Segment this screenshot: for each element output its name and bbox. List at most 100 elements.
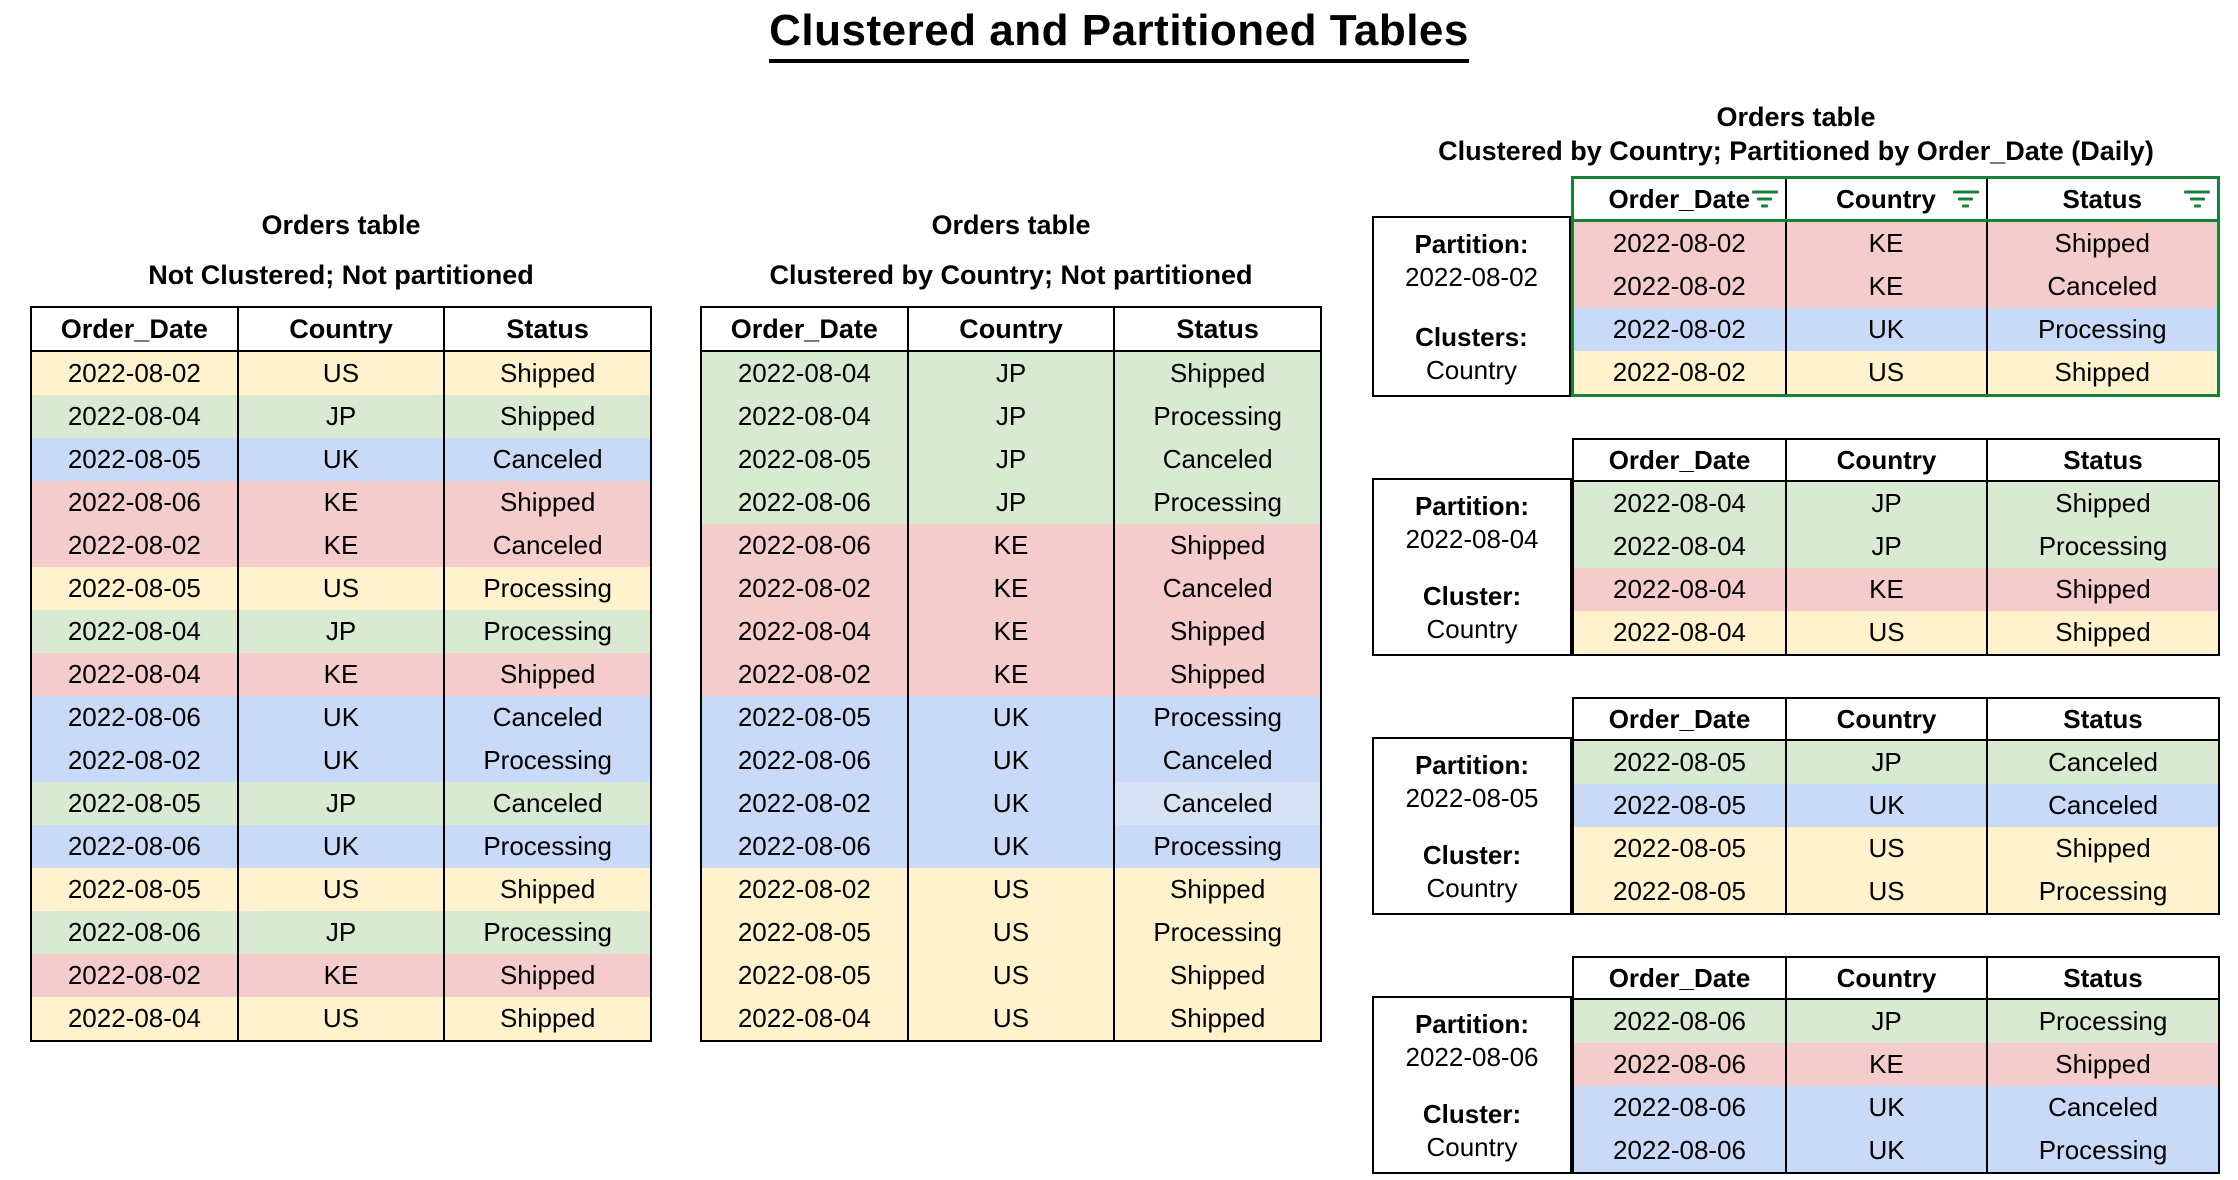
column-header-country: Country	[1784, 176, 1988, 222]
cell: UK	[906, 825, 1116, 868]
cluster-label-group: Cluster: Country	[1374, 1098, 1570, 1164]
cell: US	[906, 911, 1116, 954]
table-row: 2022-08-04 JP Processing	[30, 610, 652, 653]
cell: 2022-08-05	[700, 954, 909, 997]
cell: US	[1784, 351, 1988, 396]
column-header-country: Country	[1785, 697, 1988, 741]
cell: Processing	[443, 610, 652, 653]
cell: 2022-08-02	[30, 739, 239, 782]
cell: JP	[236, 610, 446, 653]
table-title: Orders table	[261, 210, 421, 240]
cell: KE	[1784, 265, 1988, 308]
partition-label-box: Partition: 2022-08-05 Cluster: Country	[1372, 737, 1572, 915]
section-clustered: Orders table Clustered by Country; Not p…	[700, 208, 1322, 1042]
cell: Processing	[1986, 1129, 2220, 1173]
table-subtitle: Clustered by Country; Not partitioned	[769, 260, 1253, 290]
cell: 2022-08-04	[700, 610, 909, 653]
cell: 2022-08-04	[700, 395, 909, 438]
table-row: 2022-08-02 KE Canceled	[1571, 265, 2220, 308]
cell: Processing	[1113, 911, 1322, 954]
partition-label: Partition:	[1414, 491, 1530, 521]
partition-label-group: Partition: 2022-08-05	[1374, 749, 1570, 815]
header-row: Order_Date Country Status	[30, 306, 652, 352]
cell: 2022-08-06	[1572, 1043, 1787, 1086]
cell: KE	[906, 567, 1116, 610]
cell: Shipped	[1113, 610, 1322, 653]
cell: US	[906, 997, 1116, 1041]
cell: 2022-08-05	[1572, 784, 1787, 827]
column-header-order_date: Order_Date	[1572, 697, 1787, 741]
cell: Processing	[443, 567, 652, 610]
cell: 2022-08-05	[1572, 827, 1787, 870]
cell: UK	[1785, 1129, 1988, 1173]
cell: 2022-08-06	[700, 524, 909, 567]
partition-data-table: Order_Date Country Status 2022-08-04 JP Ship…	[1572, 438, 2220, 656]
table-row: 2022-08-06 UK Canceled	[1572, 1086, 2220, 1129]
table-row: 2022-08-06 JP Processing	[700, 481, 1322, 524]
cell: 2022-08-04	[30, 997, 239, 1041]
filter-icon	[1952, 190, 1979, 208]
cell: Shipped	[1986, 568, 2220, 611]
partition-data-table: Order_Date Country Status 2022-08-05 JP Canc…	[1572, 697, 2220, 915]
table-row: 2022-08-02 KE Canceled	[700, 567, 1322, 610]
cell: Shipped	[1113, 524, 1322, 567]
table-row: 2022-08-02 US Shipped	[30, 351, 652, 395]
column-header-country: Country	[906, 306, 1116, 352]
cell: 2022-08-06	[1572, 1129, 1787, 1173]
table-row: 2022-08-02 US Shipped	[700, 868, 1322, 911]
cell: Canceled	[1113, 782, 1322, 825]
cell: 2022-08-05	[700, 696, 909, 739]
table-row: 2022-08-05 US Shipped	[30, 868, 652, 911]
cell: 2022-08-06	[30, 481, 239, 524]
cell: Shipped	[1113, 868, 1322, 911]
partition-label-group: Partition: 2022-08-02	[1374, 228, 1569, 294]
cell: Shipped	[443, 868, 652, 911]
cluster-label: Cluster:	[1422, 581, 1522, 611]
table-subtitle: Clustered by Country; Partitioned by Ord…	[1438, 136, 2154, 166]
partition-label-box: Partition: 2022-08-06 Cluster: Country	[1372, 996, 1572, 1174]
cell: 2022-08-04	[1572, 568, 1787, 611]
cell: Shipped	[443, 481, 652, 524]
partition-tables: Partition: 2022-08-02 Clusters: Country …	[1372, 176, 2220, 1174]
cell: US	[236, 997, 446, 1041]
partition-table-2022-08-05: Partition: 2022-08-05 Cluster: Country O…	[1372, 697, 2220, 915]
partition-label-group: Partition: 2022-08-06	[1374, 1008, 1570, 1074]
column-header-status: Status	[1986, 438, 2220, 482]
cell: JP	[1785, 481, 1988, 525]
cell: KE	[236, 481, 446, 524]
table-row: 2022-08-05 JP Canceled	[30, 782, 652, 825]
cell: KE	[1784, 220, 1988, 265]
table-row: 2022-08-02 KE Shipped	[1571, 220, 2220, 265]
cell: Processing	[443, 825, 652, 868]
cell: 2022-08-04	[1572, 611, 1787, 655]
partition-data-table: Order_Date Country Status 2022-08-02 KE Ship…	[1571, 176, 2220, 397]
cell: Processing	[1986, 999, 2220, 1043]
cell: Shipped	[443, 954, 652, 997]
table-row: 2022-08-04 KE Shipped	[700, 610, 1322, 653]
cell: US	[1785, 827, 1988, 870]
partition-label-box: Partition: 2022-08-04 Cluster: Country	[1372, 478, 1572, 656]
cell: US	[236, 868, 446, 911]
cell: 2022-08-05	[30, 567, 239, 610]
cell: Shipped	[1113, 351, 1322, 395]
table-row: 2022-08-02 KE Shipped	[700, 653, 1322, 696]
column-header-order-date: Order_Date	[30, 306, 239, 352]
cluster-label-group: Clusters: Country	[1374, 321, 1569, 387]
cell: Shipped	[443, 351, 652, 395]
partition-value: 2022-08-06	[1405, 1042, 1539, 1072]
cell: Canceled	[1113, 739, 1322, 782]
cell: JP	[1785, 525, 1988, 568]
table-row: 2022-08-06 JP Processing	[1572, 999, 2220, 1043]
table-row: 2022-08-05 US Processing	[700, 911, 1322, 954]
cell: 2022-08-06	[700, 481, 909, 524]
page-title: Clustered and Partitioned Tables	[0, 6, 2238, 63]
table-row: 2022-08-06 KE Shipped	[30, 481, 652, 524]
table-row: 2022-08-05 UK Canceled	[1572, 784, 2220, 827]
partition-data-table: Order_Date Country Status 2022-08-06 JP Proc…	[1572, 956, 2220, 1174]
cell: 2022-08-04	[700, 997, 909, 1041]
cell: 2022-08-06	[30, 911, 239, 954]
cell: 2022-08-04	[30, 653, 239, 696]
cell: 2022-08-05	[1572, 740, 1787, 784]
cell: Canceled	[443, 524, 652, 567]
cell: Processing	[1113, 696, 1322, 739]
